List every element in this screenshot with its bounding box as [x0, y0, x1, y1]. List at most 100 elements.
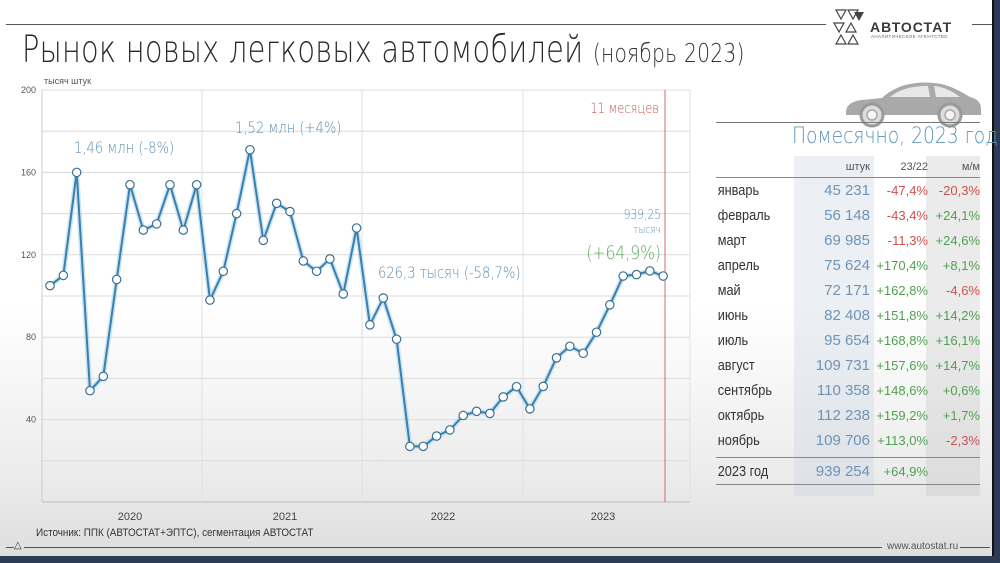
- data-point: [191, 179, 202, 190]
- yoy-cell: +168,8%: [876, 333, 928, 348]
- month-cell: ноябрь: [717, 432, 760, 449]
- bottom-divider-left: [6, 547, 14, 548]
- y-tick-label: 80: [26, 332, 36, 342]
- data-point: [645, 266, 655, 276]
- data-point: [285, 206, 295, 217]
- units-cell: 45 231: [824, 182, 870, 199]
- data-point: [205, 295, 215, 305]
- data-point: [125, 179, 135, 190]
- total-units: 939 254: [815, 462, 870, 480]
- x-year-label: 2022: [431, 511, 455, 523]
- month-cell: июль: [717, 332, 749, 349]
- data-point: [298, 256, 309, 266]
- y-tick-label: 200: [21, 85, 36, 95]
- table-row: ноябрь 109 706 +113,0% -2,3%: [716, 428, 980, 453]
- data-point: [98, 371, 109, 382]
- month-cell: август: [717, 357, 755, 374]
- mom-column-shade: [926, 156, 980, 496]
- table-row: август 109 731 +157,6% +14,7%: [716, 353, 980, 378]
- x-year-label: 2023: [591, 511, 615, 523]
- table-body: январь 45 231 -47,4% -20,3% февраль 56 148 -43…: [716, 178, 980, 453]
- table-header-row: штук 23/22 м/м: [716, 156, 980, 178]
- units-column-shade: [794, 156, 874, 496]
- page-title: Рынок новых легковых автомобилей (ноябрь…: [22, 28, 745, 71]
- month-cell: январь: [717, 182, 760, 199]
- annotation-2022: 626,3 тысяч (-58,7%): [378, 264, 520, 283]
- data-point: [511, 381, 522, 392]
- y-tick-label: 120: [21, 250, 36, 260]
- data-point: [165, 179, 175, 190]
- data-point: [71, 167, 82, 178]
- units-cell: 82 408: [824, 307, 870, 324]
- annotation-2023-growth: (+64,9%): [586, 243, 661, 265]
- top-divider: [6, 24, 826, 25]
- data-point: [445, 425, 455, 435]
- units-cell: 56 148: [824, 207, 870, 224]
- mom-cell: -4,6%: [946, 283, 980, 298]
- data-point: [325, 254, 335, 264]
- data-point: [551, 352, 562, 363]
- logo-name: АВТОСТАТ: [870, 19, 953, 35]
- data-point: [178, 225, 189, 235]
- data-point: [351, 223, 362, 233]
- source-note: Источник: ППК (АВТОСТАТ+ЭПТС), сегментац…: [36, 527, 314, 539]
- data-point: [138, 225, 149, 235]
- bottom-divider: [24, 547, 882, 548]
- month-cell: сентябрь: [717, 382, 772, 399]
- data-point: [378, 293, 389, 303]
- table-total-row: 2023 год 939 254 +64,9%: [716, 457, 980, 485]
- yoy-cell: +151,8%: [876, 308, 928, 323]
- mom-cell: +16,1%: [935, 333, 980, 348]
- bottom-bar: [0, 556, 1000, 563]
- yoy-cell: +159,2%: [876, 408, 928, 423]
- month-cell: июнь: [717, 307, 749, 324]
- month-cell: апрель: [717, 257, 760, 274]
- x-year-label: 2021: [273, 511, 297, 523]
- top-divider-right: [972, 24, 992, 25]
- mom-cell: +8,1%: [942, 258, 980, 273]
- data-point: [578, 348, 588, 359]
- x-year-label: 2020: [118, 511, 142, 523]
- y-tick-label: 160: [21, 167, 36, 177]
- y-axis-unit-label: тысяч штук: [44, 76, 92, 86]
- yoy-cell: -47,4%: [886, 183, 928, 198]
- data-point: [271, 198, 282, 209]
- mom-cell: +24,1%: [935, 208, 980, 223]
- month-cell: февраль: [717, 207, 771, 224]
- sales-line: [49, 148, 664, 448]
- month-cell: октябрь: [717, 407, 765, 424]
- warning-triangle-icon: △: [14, 540, 22, 551]
- table-row: январь 45 231 -47,4% -20,3%: [716, 178, 980, 203]
- table-row: март 69 985 -11,3% +24,6%: [716, 228, 980, 253]
- table-row: октябрь 112 238 +159,2% +1,7%: [716, 403, 980, 428]
- data-point: [58, 270, 69, 281]
- car-icon: [846, 82, 981, 128]
- mom-cell: -2,3%: [946, 433, 980, 448]
- units-cell: 112 238: [816, 407, 870, 424]
- table-row: июнь 82 408 +151,8% +14,2%: [716, 303, 980, 328]
- data-point: [498, 392, 509, 402]
- line-glow: [48, 147, 665, 449]
- data-point: [538, 381, 549, 392]
- data-point: [405, 441, 415, 452]
- yoy-cell: +157,6%: [876, 358, 928, 373]
- autostat-logo-icon: [832, 9, 864, 45]
- units-cell: 110 358: [816, 382, 870, 399]
- data-point: [591, 327, 602, 338]
- table-row: февраль 56 148 -43,4% +24,1%: [716, 203, 980, 228]
- data-point: [338, 289, 349, 299]
- yoy-cell: +162,8%: [876, 283, 928, 298]
- data-point: [391, 334, 402, 345]
- data-point: [365, 320, 375, 330]
- yoy-cell: +148,6%: [876, 383, 928, 398]
- mom-cell: +0,6%: [942, 383, 980, 398]
- data-point: [111, 274, 122, 285]
- header-mom: м/м: [961, 160, 980, 173]
- data-point: [471, 406, 482, 417]
- mom-cell: +14,7%: [935, 358, 980, 373]
- title-main: Рынок новых легковых автомобилей: [22, 28, 584, 71]
- logo-tagline: АНАЛИТИЧЕСКОЕ АГЕНТСТВО: [871, 34, 948, 39]
- website-link[interactable]: www.autostat.ru: [887, 541, 959, 552]
- yoy-cell: -11,3%: [887, 233, 928, 248]
